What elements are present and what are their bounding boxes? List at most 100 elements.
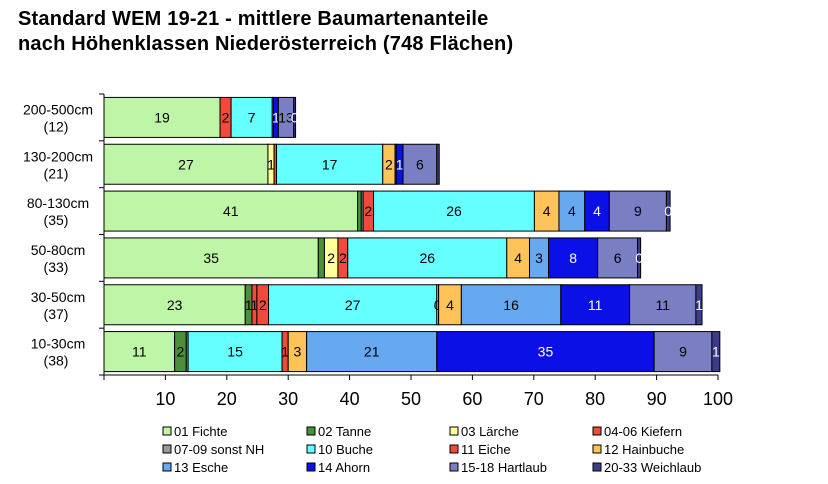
data-label: 13: [278, 109, 294, 125]
data-label: 0: [434, 297, 442, 313]
bar-segment: [597, 237, 639, 279]
x-tick-label: 10: [155, 389, 175, 409]
legend-label: 14 Ahorn: [318, 460, 370, 475]
bar-segment: [293, 96, 297, 138]
bar-segment: [187, 331, 283, 373]
legend-swatch: [449, 426, 459, 436]
data-label: 16: [503, 297, 519, 313]
data-label: 0: [291, 109, 299, 125]
x-tick-label: 70: [524, 389, 544, 409]
legend-swatch: [306, 426, 316, 436]
data-label: 26: [419, 250, 435, 266]
y-axis-count-label: (12): [44, 118, 69, 134]
x-tick-label: 100: [703, 389, 733, 409]
legend-swatch: [162, 426, 172, 436]
bar-group-50-80cm: 35 2 2 26 4 3 8 6 0: [103, 237, 643, 279]
data-label: 35: [203, 250, 219, 266]
data-label: 27: [178, 156, 194, 172]
legend-label: 02 Tanne: [318, 424, 371, 439]
data-label: 27: [345, 297, 361, 313]
y-axis-count-label: (33): [44, 259, 69, 275]
data-label: 4: [514, 250, 522, 266]
data-label: 1: [245, 297, 253, 313]
y-axis-label: 10-30cm: [31, 336, 85, 352]
legend-label: 03 Lärche: [461, 424, 519, 439]
data-label: 11: [655, 297, 670, 313]
bar-segment: [436, 331, 655, 373]
data-label: 1: [396, 156, 404, 172]
bar-group-10-30cm: 11 2 15 1 3 21 35 9 1: [103, 331, 721, 373]
x-tick-label: 90: [647, 389, 667, 409]
data-label: 23: [167, 297, 183, 313]
data-label: 7: [248, 109, 256, 125]
chart-title-line-1: Standard WEM 19-21 - mittlere Baumartena…: [18, 8, 489, 30]
legend-label: 11 Eiche: [461, 442, 511, 457]
bar-segment: [373, 190, 535, 232]
bar-segment: [103, 284, 246, 326]
x-tick-label: 20: [217, 389, 237, 409]
data-label: 2: [327, 250, 335, 266]
legend-label: 04-06 Kiefern: [604, 424, 682, 439]
data-label: 0: [664, 203, 672, 219]
bar-segment: [436, 143, 440, 185]
bar-segment: [103, 143, 269, 185]
data-label: 6: [614, 250, 622, 266]
data-label: 4: [593, 203, 601, 219]
bar-segment: [230, 96, 273, 138]
bar-group-130-200cm: 27 1 17 2 1 6: [103, 143, 440, 185]
y-axis-count-label: (21): [44, 165, 69, 181]
x-tick-label: 80: [585, 389, 605, 409]
y-axis-count-label: (35): [44, 212, 69, 228]
bar-segment: [306, 331, 438, 373]
bar-segment: [548, 237, 599, 279]
bar-segment: [637, 237, 642, 279]
data-label: 26: [446, 203, 462, 219]
bar-segment: [317, 237, 325, 279]
x-tick-label: 60: [462, 389, 482, 409]
bar-segment: [533, 190, 560, 232]
bar-segment: [103, 96, 221, 138]
data-label: 9: [679, 344, 687, 360]
data-label: 4: [446, 297, 454, 313]
legend-swatch: [449, 462, 459, 472]
data-label: 3: [535, 250, 543, 266]
legend-label: 13 Esche: [174, 460, 228, 475]
bar-segment: [402, 143, 438, 185]
bar-segment: [347, 237, 508, 279]
data-label: 2: [177, 344, 185, 360]
y-axis-label: 80-130cm: [27, 195, 89, 211]
x-tick-label: 30: [278, 389, 298, 409]
data-label: 1: [272, 109, 280, 125]
data-label: 0: [635, 250, 643, 266]
bar-segment: [711, 331, 721, 373]
y-axis-label: 130-200cm: [23, 148, 93, 164]
data-label: 1: [712, 344, 720, 360]
legend-swatch: [592, 444, 602, 454]
y-axis-label: 200-500cm: [23, 101, 93, 117]
data-label: 19: [154, 109, 170, 125]
x-tick-label: 40: [340, 389, 360, 409]
legend-label: 10 Buche: [318, 442, 373, 457]
bar-segment: [460, 284, 562, 326]
legend-swatch: [592, 462, 602, 472]
legend-label: 15-18 Hartlaub: [461, 460, 547, 475]
legend-label: 07-09 sonst NH: [174, 442, 264, 457]
data-label: 17: [322, 156, 338, 172]
data-label: 15: [227, 344, 243, 360]
data-label: 4: [543, 203, 551, 219]
bar-segment: [103, 237, 319, 279]
legend-swatch: [592, 426, 602, 436]
x-tick-label: 50: [401, 389, 421, 409]
y-axis-count-label: (37): [44, 306, 69, 322]
data-label: 35: [538, 344, 554, 360]
data-label: 8: [569, 250, 577, 266]
legend-swatch: [306, 462, 316, 472]
bar-segment: [560, 284, 631, 326]
bar-segment: [103, 331, 176, 373]
data-label: 11: [588, 297, 603, 313]
bar-segment: [695, 284, 703, 326]
data-label: 2: [259, 297, 267, 313]
